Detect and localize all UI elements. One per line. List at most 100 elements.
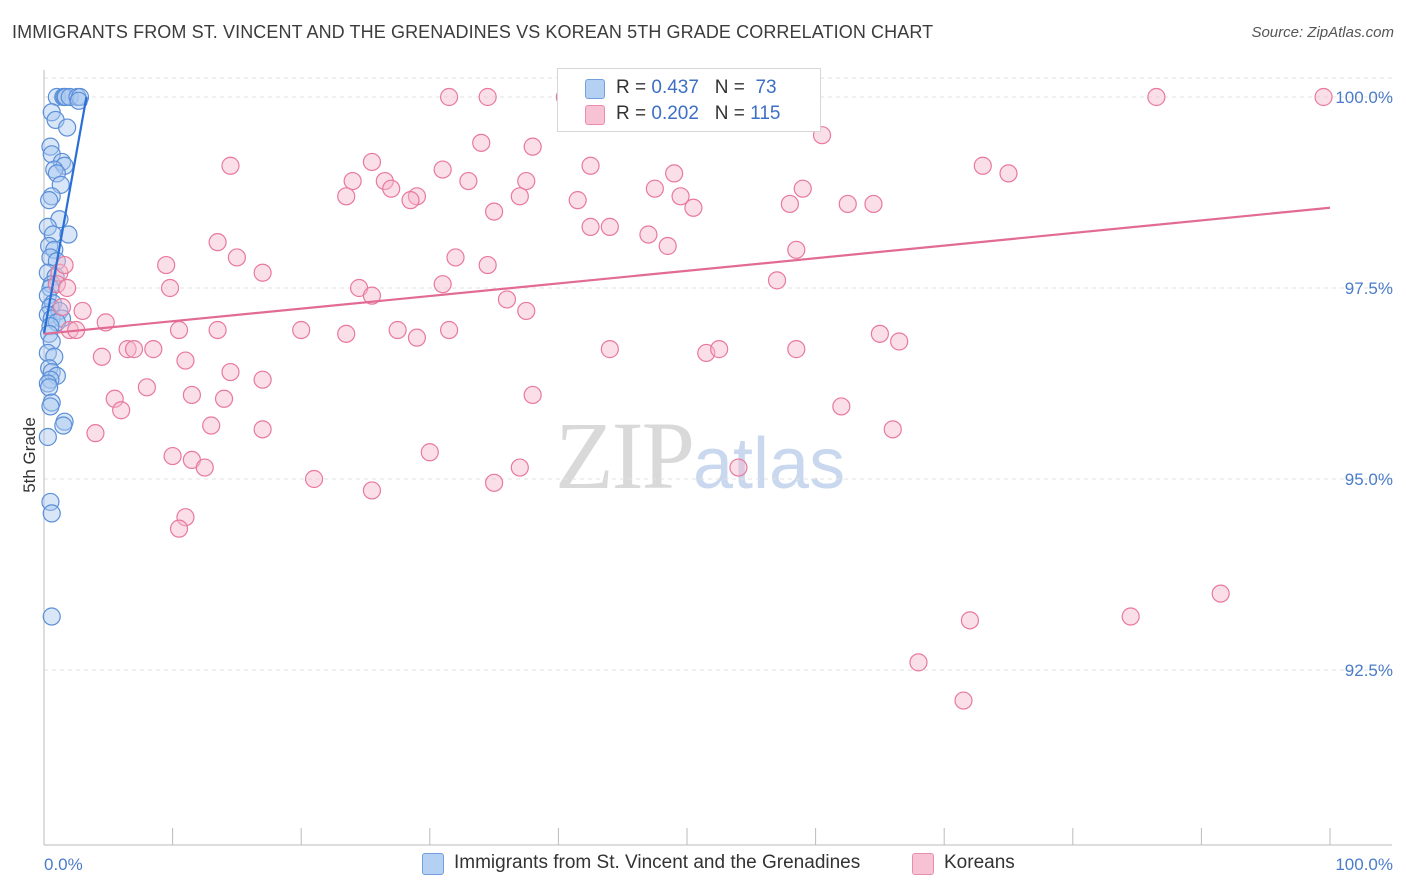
immigrants-point bbox=[45, 347, 64, 366]
koreans-point bbox=[671, 187, 690, 206]
legend-n-label: N = bbox=[714, 77, 745, 98]
koreans-point bbox=[973, 156, 992, 175]
koreans-point bbox=[446, 248, 465, 267]
koreans-point bbox=[195, 458, 214, 477]
koreans-point bbox=[870, 324, 890, 343]
koreans-point bbox=[1314, 87, 1333, 107]
koreans-point bbox=[600, 217, 619, 236]
y-tick-label: 95.0% bbox=[1345, 470, 1393, 489]
x-tick-label-min: 0.0% bbox=[44, 855, 83, 874]
koreans-point bbox=[433, 275, 452, 294]
koreans-point bbox=[523, 137, 542, 156]
immigrants-point bbox=[38, 427, 57, 447]
axes bbox=[43, 70, 1392, 846]
koreans-point bbox=[838, 194, 857, 214]
series-immigrants-points bbox=[38, 87, 90, 626]
bottom-legend-label-koreans: Koreans bbox=[944, 852, 1015, 873]
immigrants-point bbox=[40, 191, 59, 210]
source-credit: Source: ZipAtlas.com bbox=[1251, 24, 1394, 41]
koreans-point bbox=[639, 225, 658, 244]
koreans-point bbox=[73, 301, 92, 321]
koreans-point bbox=[581, 217, 600, 236]
koreans-point bbox=[485, 202, 504, 221]
koreans-point bbox=[105, 389, 124, 408]
immigrants-point bbox=[60, 87, 79, 107]
immigrants-point bbox=[42, 145, 61, 164]
koreans-point bbox=[523, 385, 542, 405]
legend-stats-immigrants: R = 0.437 N = 73 bbox=[616, 77, 777, 99]
immigrants-point bbox=[58, 118, 77, 137]
koreans-point bbox=[160, 278, 180, 298]
koreans-point bbox=[478, 255, 497, 275]
immigrants-point bbox=[47, 164, 66, 183]
koreans-point bbox=[510, 187, 529, 206]
bottom-legend-swatch-immigrants bbox=[422, 853, 444, 875]
koreans-point bbox=[52, 298, 72, 317]
koreans-point bbox=[960, 611, 980, 630]
series-koreans-points bbox=[47, 87, 1333, 710]
koreans-point bbox=[253, 370, 272, 389]
koreans-point bbox=[472, 133, 491, 152]
y-tick-label: 100.0% bbox=[1335, 88, 1393, 107]
legend-swatch-koreans bbox=[585, 105, 605, 125]
koreans-point bbox=[221, 156, 240, 175]
koreans-point bbox=[176, 508, 195, 527]
correlation-legend: R = 0.437 N = 73 R = 0.202 N = 115 bbox=[557, 68, 821, 132]
immigrants-point bbox=[41, 397, 60, 416]
legend-r-value: 0.437 bbox=[651, 77, 699, 98]
koreans-point bbox=[420, 443, 439, 462]
koreans-point bbox=[787, 240, 806, 259]
koreans-point bbox=[227, 248, 246, 267]
legend-r-value: 0.202 bbox=[651, 103, 699, 124]
bottom-legend-label-immigrants: Immigrants from St. Vincent and the Gren… bbox=[454, 852, 861, 873]
koreans-point bbox=[1121, 607, 1140, 626]
koreans-point bbox=[710, 340, 729, 359]
koreans-point bbox=[388, 320, 407, 340]
axis-labels: 100.0% 97.5% 95.0% 92.5% 0.0% 100.0% 5th Grade bbox=[20, 88, 1393, 874]
watermark-zip: ZIP bbox=[555, 402, 695, 509]
koreans-point bbox=[118, 340, 137, 359]
koreans-point bbox=[163, 446, 182, 466]
koreans-point bbox=[182, 385, 201, 405]
koreans-point bbox=[112, 401, 131, 420]
koreans-point bbox=[517, 171, 536, 191]
y-tick-label: 92.5% bbox=[1345, 661, 1393, 680]
koreans-point bbox=[157, 255, 176, 275]
koreans-point bbox=[304, 469, 324, 489]
koreans-point bbox=[890, 332, 909, 351]
koreans-point bbox=[337, 187, 356, 206]
koreans-point bbox=[600, 340, 619, 359]
legend-n-label: N = bbox=[714, 103, 745, 124]
immigrants-point bbox=[41, 137, 60, 156]
koreans-point bbox=[55, 255, 74, 275]
koreans-point bbox=[401, 191, 420, 210]
gridlines bbox=[44, 77, 1392, 671]
koreans-point bbox=[1147, 87, 1166, 107]
watermark: ZIPatlas bbox=[555, 400, 845, 511]
legend-n-value: 73 bbox=[755, 77, 777, 98]
koreans-point bbox=[337, 324, 356, 343]
koreans-point bbox=[568, 191, 587, 210]
immigrants-point bbox=[42, 607, 61, 626]
koreans-point bbox=[684, 198, 703, 217]
koreans-point bbox=[407, 328, 427, 347]
koreans-point bbox=[343, 171, 362, 191]
koreans-point bbox=[832, 397, 851, 416]
immigrants-point bbox=[59, 225, 78, 244]
koreans-point bbox=[954, 691, 973, 710]
koreans-point bbox=[510, 458, 529, 477]
koreans-point bbox=[144, 340, 163, 359]
koreans-trend-line bbox=[43, 206, 1331, 335]
koreans-point bbox=[793, 179, 812, 198]
koreans-point bbox=[208, 233, 227, 252]
legend-n-value: 115 bbox=[750, 103, 781, 124]
koreans-point bbox=[58, 278, 77, 298]
koreans-point bbox=[362, 152, 382, 172]
koreans-point bbox=[137, 378, 156, 397]
immigrants-point bbox=[42, 504, 61, 523]
koreans-point bbox=[729, 458, 748, 477]
y-tick-label: 97.5% bbox=[1345, 279, 1393, 298]
legend-r-label: R = bbox=[616, 103, 647, 124]
koreans-point bbox=[485, 473, 504, 492]
koreans-point bbox=[665, 164, 684, 183]
